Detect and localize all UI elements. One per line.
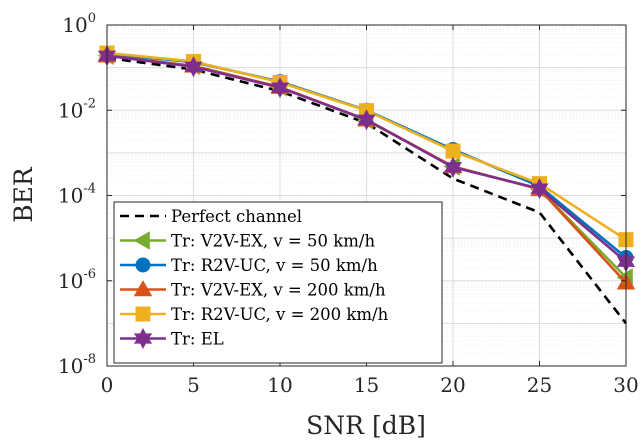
legend-item: Tr: R2V-UC, v = 50 km/h — [120, 256, 378, 275]
legend-item: Tr: EL — [120, 327, 224, 350]
x-tick-label: 0 — [101, 373, 114, 397]
data-point — [133, 280, 153, 297]
legend-label: Tr: EL — [171, 330, 224, 349]
y-tick-label: 10-6 — [58, 267, 96, 293]
legend-label: Tr: R2V-UC, v = 50 km/h — [171, 256, 378, 275]
data-point — [443, 156, 463, 178]
legend-item: Tr: V2V-EX, v = 200 km/h — [120, 280, 386, 300]
legend-box — [113, 201, 443, 364]
data-point — [357, 109, 376, 131]
data-point — [135, 257, 151, 273]
x-axis-label: SNR [dB] — [306, 411, 426, 440]
data-point — [133, 231, 150, 250]
legend-item: Tr: R2V-UC, v = 200 km/h — [120, 305, 389, 324]
y-tick-label: 100 — [62, 11, 96, 37]
x-tick-label: 20 — [440, 373, 465, 397]
y-tick-label: 10-2 — [58, 96, 96, 122]
legend-label: Tr: V2V-EX, v = 200 km/h — [171, 281, 386, 300]
legend-item: Tr: V2V-EX, v = 50 km/h — [120, 231, 375, 251]
y-tick-label: 10-4 — [58, 182, 96, 208]
data-point — [530, 178, 549, 200]
legend-label: Tr: R2V-UC, v = 200 km/h — [171, 305, 389, 324]
data-point — [184, 56, 203, 78]
y-axis-label: BER — [9, 166, 38, 223]
x-tick-label: 30 — [613, 373, 638, 397]
legend-label: Perfect channel — [171, 207, 302, 226]
legend-label: Tr: V2V-EX, v = 50 km/h — [171, 232, 375, 251]
data-point — [133, 327, 153, 350]
legend: Perfect channel Tr: V2V-EX, v = 50 km/h Tr… — [113, 201, 443, 364]
x-tick-label: 10 — [267, 373, 292, 397]
data-point — [445, 143, 461, 159]
data-point — [270, 77, 290, 99]
data-point — [135, 306, 151, 322]
legend-item: Perfect channel — [120, 207, 302, 226]
y-tick-label: 10-8 — [58, 352, 96, 378]
x-tick-label: 15 — [354, 373, 379, 397]
x-tick-label: 5 — [187, 373, 200, 397]
x-tick-label: 25 — [527, 373, 552, 397]
